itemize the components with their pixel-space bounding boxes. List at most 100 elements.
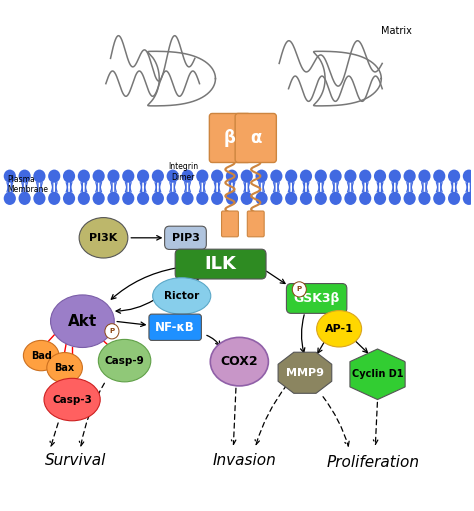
Text: Bad: Bad bbox=[31, 351, 52, 361]
Circle shape bbox=[300, 192, 312, 205]
Text: PIP3: PIP3 bbox=[172, 233, 200, 243]
Text: β: β bbox=[224, 129, 236, 147]
Circle shape bbox=[389, 192, 401, 205]
FancyBboxPatch shape bbox=[221, 211, 238, 237]
Circle shape bbox=[463, 192, 474, 205]
Circle shape bbox=[285, 192, 297, 205]
Circle shape bbox=[419, 170, 430, 183]
Circle shape bbox=[48, 192, 60, 205]
FancyBboxPatch shape bbox=[149, 314, 201, 340]
Circle shape bbox=[33, 192, 46, 205]
FancyBboxPatch shape bbox=[175, 249, 266, 279]
FancyBboxPatch shape bbox=[164, 226, 206, 249]
Circle shape bbox=[463, 170, 474, 183]
Circle shape bbox=[4, 170, 16, 183]
Circle shape bbox=[270, 170, 283, 183]
Circle shape bbox=[359, 192, 371, 205]
Ellipse shape bbox=[210, 337, 268, 386]
Circle shape bbox=[105, 324, 119, 339]
Circle shape bbox=[433, 192, 446, 205]
Circle shape bbox=[92, 192, 105, 205]
Text: COX2: COX2 bbox=[220, 355, 258, 368]
Circle shape bbox=[226, 192, 238, 205]
Circle shape bbox=[48, 170, 60, 183]
Text: P: P bbox=[297, 286, 302, 292]
Text: α: α bbox=[250, 129, 262, 147]
Circle shape bbox=[241, 170, 253, 183]
Circle shape bbox=[152, 192, 164, 205]
Text: GSK3β: GSK3β bbox=[293, 292, 340, 305]
Text: Plasma
Membrane: Plasma Membrane bbox=[8, 175, 48, 195]
FancyBboxPatch shape bbox=[235, 113, 276, 162]
Circle shape bbox=[4, 192, 16, 205]
Circle shape bbox=[78, 170, 90, 183]
Text: Rictor: Rictor bbox=[164, 291, 200, 301]
Text: Casp-3: Casp-3 bbox=[52, 394, 92, 405]
FancyBboxPatch shape bbox=[286, 284, 347, 313]
Text: Akt: Akt bbox=[68, 314, 97, 329]
Circle shape bbox=[285, 170, 297, 183]
Circle shape bbox=[137, 192, 149, 205]
Circle shape bbox=[433, 170, 446, 183]
Ellipse shape bbox=[98, 339, 151, 382]
Text: Cyclin D1: Cyclin D1 bbox=[352, 369, 403, 379]
Circle shape bbox=[329, 170, 342, 183]
Circle shape bbox=[63, 170, 75, 183]
Circle shape bbox=[122, 192, 134, 205]
Circle shape bbox=[344, 170, 356, 183]
Circle shape bbox=[33, 170, 46, 183]
Circle shape bbox=[344, 192, 356, 205]
Circle shape bbox=[108, 192, 119, 205]
Text: Invasion: Invasion bbox=[212, 453, 276, 468]
Circle shape bbox=[78, 192, 90, 205]
Circle shape bbox=[211, 170, 223, 183]
Circle shape bbox=[167, 192, 179, 205]
Circle shape bbox=[255, 192, 268, 205]
Ellipse shape bbox=[79, 218, 128, 258]
Circle shape bbox=[152, 170, 164, 183]
FancyBboxPatch shape bbox=[210, 113, 251, 162]
Text: AP-1: AP-1 bbox=[325, 324, 354, 334]
Circle shape bbox=[108, 170, 119, 183]
Circle shape bbox=[448, 170, 460, 183]
Ellipse shape bbox=[47, 353, 82, 383]
Circle shape bbox=[182, 170, 193, 183]
Circle shape bbox=[196, 192, 209, 205]
Circle shape bbox=[270, 192, 283, 205]
Ellipse shape bbox=[317, 311, 362, 347]
Circle shape bbox=[92, 170, 105, 183]
Circle shape bbox=[182, 192, 193, 205]
Circle shape bbox=[196, 170, 209, 183]
Circle shape bbox=[241, 192, 253, 205]
Polygon shape bbox=[278, 352, 332, 393]
Circle shape bbox=[167, 170, 179, 183]
Circle shape bbox=[137, 170, 149, 183]
Circle shape bbox=[403, 192, 416, 205]
Ellipse shape bbox=[153, 278, 211, 314]
Text: P: P bbox=[109, 328, 115, 334]
Text: ILK: ILK bbox=[205, 255, 237, 273]
Circle shape bbox=[292, 282, 306, 297]
Text: Casp-9: Casp-9 bbox=[105, 356, 145, 366]
Circle shape bbox=[374, 170, 386, 183]
FancyBboxPatch shape bbox=[247, 211, 264, 237]
Circle shape bbox=[359, 170, 371, 183]
Circle shape bbox=[122, 170, 134, 183]
Text: NF-κB: NF-κB bbox=[155, 321, 195, 334]
Text: Integrin
Dimer: Integrin Dimer bbox=[168, 162, 198, 182]
Circle shape bbox=[403, 170, 416, 183]
Text: PI3K: PI3K bbox=[90, 233, 118, 243]
Ellipse shape bbox=[23, 340, 59, 371]
Circle shape bbox=[448, 192, 460, 205]
Text: Matrix: Matrix bbox=[381, 26, 412, 36]
Text: Proliferation: Proliferation bbox=[326, 455, 419, 470]
Ellipse shape bbox=[44, 378, 100, 421]
Circle shape bbox=[315, 192, 327, 205]
Circle shape bbox=[63, 192, 75, 205]
Circle shape bbox=[374, 192, 386, 205]
Polygon shape bbox=[350, 349, 405, 400]
Circle shape bbox=[315, 170, 327, 183]
Circle shape bbox=[211, 192, 223, 205]
Circle shape bbox=[300, 170, 312, 183]
Text: Survival: Survival bbox=[45, 453, 106, 468]
